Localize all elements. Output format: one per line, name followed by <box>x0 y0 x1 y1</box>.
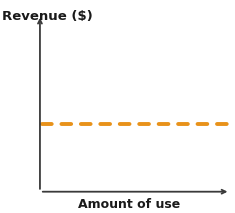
Text: Revenue ($): Revenue ($) <box>2 10 93 23</box>
Text: Amount of use: Amount of use <box>78 198 180 211</box>
